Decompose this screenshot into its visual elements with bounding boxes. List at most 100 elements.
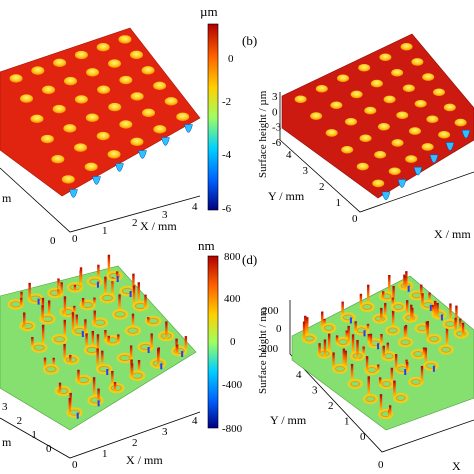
spike-negative: [148, 347, 150, 353]
spike: [117, 334, 119, 342]
tick-label: 2: [132, 217, 138, 229]
spike: [367, 324, 369, 330]
spike: [69, 355, 71, 364]
dimple: [142, 66, 155, 74]
dimple: [401, 43, 413, 51]
spike: [436, 303, 438, 318]
panel-d-xlabel: X: [452, 459, 461, 473]
dimple: [405, 155, 417, 163]
spike: [426, 322, 428, 339]
spike-negative: [433, 366, 435, 372]
dimple: [130, 138, 143, 146]
spike: [72, 312, 74, 332]
spike: [354, 321, 356, 332]
dimple: [422, 143, 434, 151]
spike: [64, 296, 66, 316]
spike-negative: [441, 314, 443, 320]
spike: [48, 300, 50, 314]
spike: [84, 319, 86, 333]
spike: [64, 320, 66, 337]
dimple-bottom: [185, 125, 193, 133]
dimple: [85, 163, 98, 171]
spike: [63, 344, 65, 360]
panel-a-colorbar-tick: -6: [222, 203, 232, 215]
spike: [393, 381, 395, 397]
spike: [93, 298, 95, 305]
spike-negative: [97, 282, 99, 288]
dimple-bottom: [70, 190, 78, 198]
tick-label: 4: [192, 415, 198, 427]
tick-label: 0: [272, 106, 278, 118]
tick-label: 3: [162, 209, 168, 221]
dimple-bottom: [116, 164, 124, 172]
tick-label: 0: [352, 213, 358, 225]
spike-negative: [160, 363, 162, 369]
panel-b-label: (b): [242, 33, 257, 48]
spike: [434, 301, 436, 318]
tick-label: 1: [344, 416, 350, 428]
spike: [360, 294, 362, 306]
spike: [130, 345, 132, 359]
spike: [383, 346, 385, 359]
spike-negative: [404, 369, 406, 375]
panel-d-ylabel: Y / mm: [270, 413, 307, 427]
tick-label: 1: [336, 197, 342, 209]
dimple-bottom: [162, 138, 170, 146]
spike: [459, 319, 461, 330]
spike-negative: [38, 299, 40, 305]
spike: [118, 294, 120, 310]
spike: [382, 291, 384, 299]
spike: [366, 356, 368, 372]
dimple: [176, 113, 189, 121]
spike: [101, 351, 103, 365]
spike: [76, 315, 78, 328]
spike: [379, 377, 381, 385]
panel-a-xlabel: X / mm: [140, 219, 177, 233]
panel-b-ylabel: Y / mm: [268, 189, 305, 203]
dimple: [165, 97, 178, 105]
dimple: [153, 82, 166, 90]
spike: [94, 311, 96, 326]
dimple: [53, 105, 66, 113]
tick-label: 3: [312, 385, 318, 397]
dimple: [108, 150, 121, 158]
spike: [341, 302, 343, 316]
spike: [404, 326, 406, 338]
dimple: [53, 59, 66, 67]
spike: [356, 340, 358, 360]
dimple: [108, 103, 121, 111]
tick-label: 2: [328, 400, 334, 412]
spike-negative: [77, 413, 79, 419]
tick-label: 2: [319, 181, 325, 193]
spike: [185, 336, 187, 350]
tick-label: 3: [162, 426, 168, 438]
spike: [380, 334, 382, 344]
spike-negative: [106, 369, 108, 375]
spike: [303, 322, 305, 341]
tick-label: 1: [31, 429, 37, 441]
dimple: [455, 119, 467, 127]
spike-negative: [363, 330, 365, 336]
dimple: [378, 123, 390, 131]
dimple: [74, 143, 87, 151]
dimple: [86, 68, 99, 76]
spike: [336, 335, 338, 343]
spike: [323, 319, 325, 325]
spike: [31, 337, 33, 347]
panel-c-colorbar: [208, 256, 218, 428]
tick-label: 1: [102, 448, 108, 460]
dimple: [310, 112, 322, 120]
dimple: [384, 96, 396, 104]
tick-label: 3: [303, 165, 309, 177]
panel-c-xlabel: X / mm: [126, 453, 163, 467]
panel-c-colorbar-tick: 800: [224, 251, 241, 263]
dimple: [75, 51, 88, 59]
spike: [74, 285, 76, 292]
spike-negative: [350, 317, 352, 323]
dimple: [108, 59, 121, 67]
dimple: [142, 109, 155, 117]
tick-label: 1: [102, 225, 108, 237]
dimple: [295, 95, 307, 103]
dimple: [97, 132, 110, 140]
panel-b-zlabel: Surface height / µm: [257, 90, 269, 178]
